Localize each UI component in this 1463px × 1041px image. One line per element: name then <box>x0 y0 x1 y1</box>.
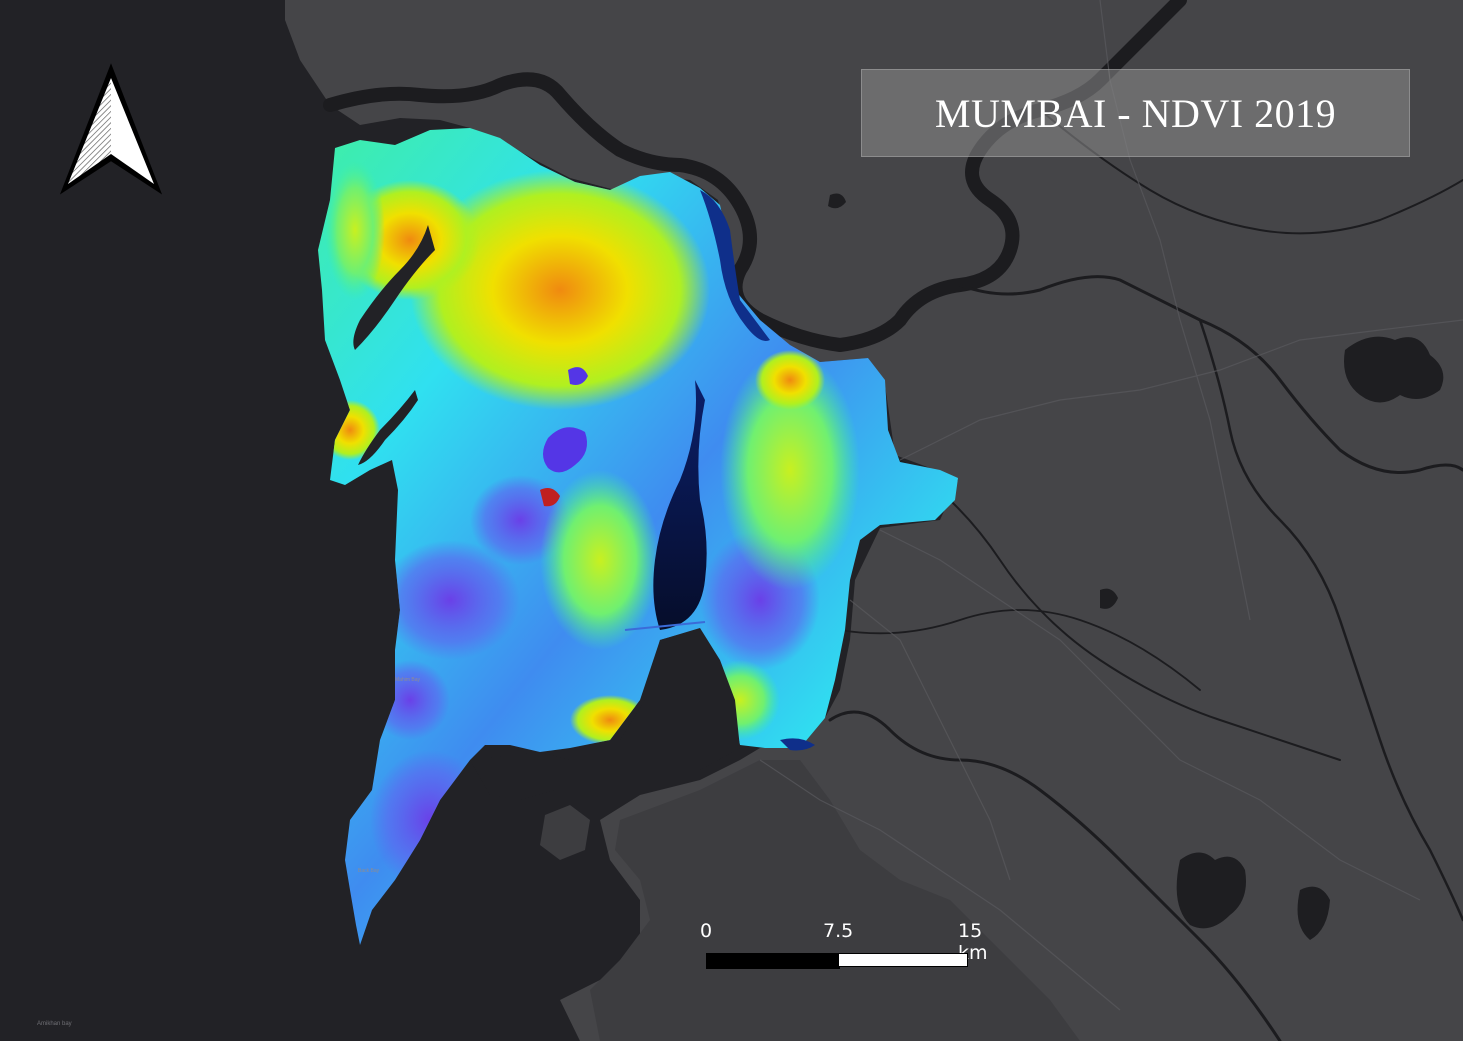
bay-south <box>470 752 570 800</box>
mahim-bay-label: Mahim Bay <box>395 677 421 683</box>
attribution-text: Amikhan bay <box>37 1021 72 1027</box>
southern-land <box>590 760 1080 1041</box>
scale-label-mid: 7.5 <box>823 920 854 942</box>
map-title-box: MUMBAI - NDVI 2019 <box>861 69 1410 157</box>
lakes <box>828 193 1444 940</box>
scale-bar: 0 7.5 15 km <box>700 920 988 972</box>
creeks <box>353 190 815 751</box>
scale-bar-segment-white <box>838 953 968 967</box>
scale-label-0: 0 <box>700 920 713 942</box>
mainland-area <box>285 0 1463 1041</box>
bridge <box>624 621 706 631</box>
back-bay-label: Back Bay <box>358 868 380 874</box>
map-title: MUMBAI - NDVI 2019 <box>934 90 1337 136</box>
scale-bar-segment-black <box>706 953 840 969</box>
thane-creek-mouth <box>600 628 740 780</box>
north-arrow-icon <box>59 63 163 195</box>
elephanta-island <box>540 805 590 860</box>
